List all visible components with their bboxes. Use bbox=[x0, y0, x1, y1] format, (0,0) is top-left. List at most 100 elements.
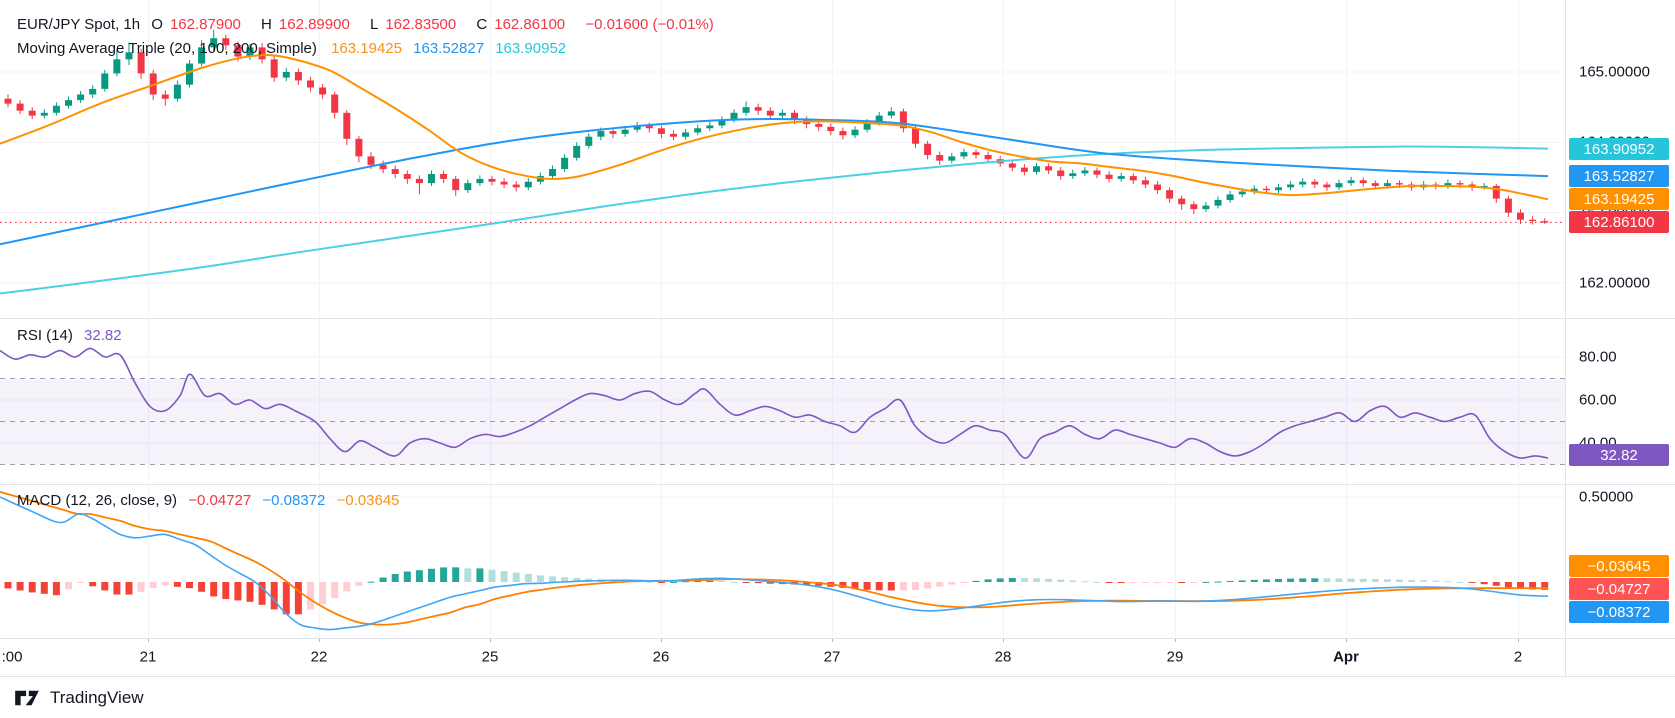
time-axis-tick bbox=[319, 638, 320, 642]
candle-body bbox=[415, 178, 423, 184]
pane-separator[interactable] bbox=[0, 638, 1675, 639]
symbol-header[interactable]: EUR/JPY Spot, 1h O 162.87900 H 162.89900 L… bbox=[17, 16, 721, 33]
macd-histogram-bar bbox=[718, 580, 726, 582]
tradingview-brand-text[interactable]: TradingView bbox=[50, 688, 144, 707]
ma200-line[interactable] bbox=[0, 145, 1549, 295]
ma-indicator-header[interactable]: Moving Average Triple (20, 100, 200, Sim… bbox=[17, 40, 573, 57]
candle-body bbox=[1226, 194, 1234, 201]
macd-histogram-bar bbox=[355, 582, 363, 586]
macd-signal-value: −0.03645 bbox=[336, 492, 400, 509]
macd-histogram-bar bbox=[984, 579, 992, 582]
candle-body bbox=[694, 128, 702, 133]
macd-histogram-bar bbox=[198, 582, 206, 592]
macd-line[interactable] bbox=[0, 496, 1549, 631]
macd-histogram-bar bbox=[803, 582, 811, 585]
candle-body bbox=[1275, 187, 1282, 191]
macd-histogram-bar bbox=[924, 582, 932, 589]
macd-histogram-bar bbox=[1371, 579, 1379, 582]
macd-histogram-bar bbox=[1432, 580, 1440, 582]
tradingview-logo-icon[interactable] bbox=[14, 688, 40, 708]
macd-histogram-bar bbox=[161, 582, 169, 586]
macd-histogram-bar bbox=[1166, 582, 1174, 583]
rsi-pane[interactable] bbox=[0, 319, 1565, 484]
macd-histogram-bar bbox=[1069, 580, 1077, 582]
rsi-canvas[interactable] bbox=[0, 319, 1565, 484]
macd-histogram-bar bbox=[234, 582, 242, 601]
candle-body bbox=[500, 181, 508, 185]
price-axis[interactable]: 165.00000164.00000163.00000162.0000080.0… bbox=[1565, 0, 1675, 676]
rsi-header[interactable]: RSI (14) 32.82 bbox=[17, 327, 129, 344]
ma200-value: 163.90952 bbox=[495, 40, 567, 57]
macd-histogram-bar bbox=[706, 580, 714, 582]
pane-separator[interactable] bbox=[0, 484, 1675, 485]
macd-canvas[interactable] bbox=[0, 485, 1565, 638]
macd-histogram-bar bbox=[464, 568, 472, 582]
candle-body bbox=[428, 173, 435, 184]
macd-signal-line[interactable] bbox=[0, 491, 1549, 626]
macd-title[interactable]: MACD (12, 26, close, 9) bbox=[17, 492, 178, 509]
price-badge: 163.19425 bbox=[1569, 188, 1669, 210]
macd-histogram-bar bbox=[77, 582, 85, 583]
main-chart-canvas[interactable] bbox=[0, 0, 1565, 318]
ma20-line[interactable] bbox=[0, 54, 1549, 201]
macd-header[interactable]: MACD (12, 26, close, 9) −0.04727 −0.0837… bbox=[17, 492, 407, 509]
ma100-line[interactable] bbox=[0, 118, 1549, 246]
macd-histogram-bar bbox=[960, 582, 968, 583]
candle-body bbox=[875, 115, 883, 123]
macd-histogram-bar bbox=[1517, 582, 1524, 589]
ohlc-high: H 162.89900 bbox=[261, 16, 350, 33]
pane-separator[interactable] bbox=[0, 318, 1675, 319]
time-axis-label: 21 bbox=[139, 648, 157, 666]
candle-body bbox=[1492, 185, 1500, 199]
candle-body bbox=[4, 98, 12, 104]
macd-histogram-bar bbox=[65, 582, 72, 590]
macd-histogram-bar bbox=[367, 581, 375, 583]
macd-histogram-bar bbox=[742, 582, 750, 583]
macd-histogram-bar bbox=[1117, 582, 1125, 583]
candle-body bbox=[379, 164, 387, 170]
candle-body bbox=[101, 73, 109, 89]
time-axis-tick bbox=[490, 638, 491, 642]
rsi-line[interactable] bbox=[0, 347, 1549, 459]
candle-body bbox=[1456, 183, 1464, 185]
price-badge: −0.03645 bbox=[1569, 555, 1669, 577]
macd-histogram-bar bbox=[549, 576, 556, 582]
time-axis[interactable]: :00 21 22 25 26 27 28 29 Apr 2 bbox=[0, 638, 1675, 676]
candle-body bbox=[40, 112, 48, 116]
macd-histogram-bar bbox=[1444, 581, 1452, 583]
macd-histogram-bar bbox=[1480, 582, 1488, 585]
macd-histogram-bar bbox=[1408, 579, 1416, 582]
macd-histogram-bar bbox=[1311, 578, 1319, 582]
price-change: −0.01600 (−0.01%) bbox=[585, 16, 714, 33]
macd-histogram-bar bbox=[839, 582, 847, 588]
ohlc-low: L 162.83500 bbox=[369, 16, 457, 33]
main-price-pane[interactable] bbox=[0, 0, 1565, 318]
macd-histogram-bar bbox=[657, 582, 665, 583]
candle-body bbox=[573, 145, 581, 158]
macd-histogram-bar bbox=[28, 582, 36, 593]
candle-body bbox=[270, 59, 278, 78]
macd-histogram-bar bbox=[899, 582, 907, 591]
macd-histogram-bar bbox=[40, 582, 48, 594]
macd-histogram-bar bbox=[1347, 578, 1355, 582]
macd-histogram-bar bbox=[319, 582, 327, 605]
candle-body bbox=[1081, 170, 1089, 174]
candle-body bbox=[222, 38, 230, 46]
ma-indicator-title[interactable]: Moving Average Triple (20, 100, 200, Sim… bbox=[17, 40, 317, 57]
symbol-title[interactable]: EUR/JPY Spot, 1h bbox=[17, 16, 141, 33]
macd-histogram-bar bbox=[561, 577, 569, 582]
time-axis-tick bbox=[1175, 638, 1176, 642]
time-axis-label: 27 bbox=[823, 648, 841, 666]
ohlc-open: O 162.87900 bbox=[151, 16, 241, 33]
time-axis-tick bbox=[661, 638, 662, 642]
candle-body bbox=[89, 88, 97, 95]
macd-pane[interactable] bbox=[0, 485, 1565, 638]
macd-histogram-bar bbox=[476, 568, 484, 582]
price-axis-label: 162.00000 bbox=[1579, 274, 1650, 292]
candle-body bbox=[912, 128, 919, 144]
macd-histogram-bar bbox=[912, 582, 919, 590]
macd-histogram-bar bbox=[972, 580, 980, 582]
candle-body bbox=[1069, 173, 1077, 177]
time-axis-tick bbox=[832, 638, 833, 642]
rsi-title[interactable]: RSI (14) bbox=[17, 327, 73, 344]
